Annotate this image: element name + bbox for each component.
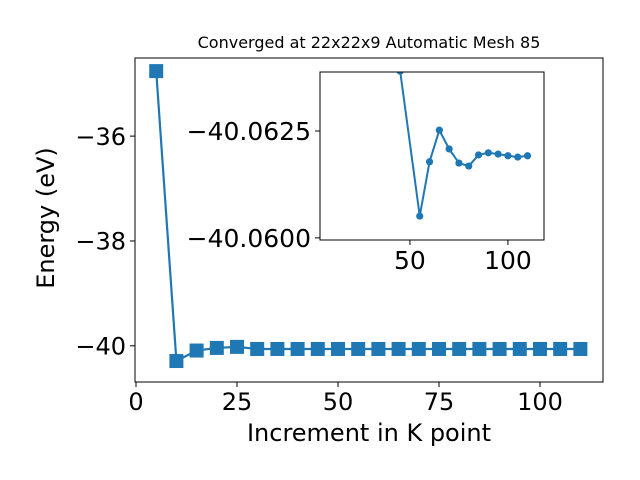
data-point [425, 158, 434, 166]
x-tick-label: 50 [323, 388, 354, 416]
plot-area [396, 72, 532, 220]
data-point [431, 341, 446, 356]
data-point [512, 341, 527, 356]
data-point [514, 153, 522, 161]
chart-title: Converged at 22x22x9 Automatic Mesh 85 [198, 33, 541, 52]
data-point [310, 341, 325, 356]
data-point [573, 341, 588, 356]
data-point [371, 341, 386, 356]
data-point [472, 341, 487, 356]
data-point [553, 341, 568, 356]
data-point [435, 126, 443, 134]
axes-frame [319, 71, 545, 241]
x-tick-label: 75 [424, 388, 455, 416]
y-tick-label: −40.0625 [187, 117, 311, 146]
x-tick-label: 100 [517, 388, 563, 416]
data-point [270, 341, 285, 356]
plot-area [149, 64, 588, 369]
data-point [523, 152, 532, 160]
data-point [330, 341, 345, 356]
y-tick-label: −36 [75, 123, 126, 151]
axes-frame [134, 57, 604, 383]
data-point [351, 341, 366, 356]
data-point [455, 159, 463, 167]
data-point [416, 212, 424, 220]
x-tick-label: 50 [394, 246, 426, 275]
data-point [396, 72, 404, 75]
data-point [452, 341, 467, 356]
data-point [230, 339, 245, 354]
data-point [290, 341, 305, 356]
x-tick-label: 25 [222, 388, 253, 416]
data-line [155, 71, 581, 363]
data-point [445, 145, 453, 153]
x-axis-label: Increment in K point [247, 419, 491, 447]
data-point [209, 340, 224, 355]
data-point [169, 354, 184, 369]
data-point [484, 149, 492, 157]
data-point [149, 64, 164, 79]
x-tick-label: 100 [484, 246, 532, 275]
data-point [494, 150, 502, 158]
y-tick-label: −38 [75, 228, 126, 256]
data-point [411, 341, 426, 356]
data-point [391, 341, 406, 356]
x-tick-label: 0 [128, 388, 143, 416]
data-point [504, 152, 512, 160]
data-point [189, 343, 204, 358]
data-point [465, 162, 473, 170]
y-tick-label: −40 [75, 332, 126, 360]
data-point [492, 341, 507, 356]
data-point [532, 341, 547, 356]
data-point [474, 151, 483, 159]
y-tick-label: −40.0600 [187, 224, 311, 253]
data-point [250, 341, 265, 356]
y-axis-label: Energy (eV) [32, 147, 60, 289]
